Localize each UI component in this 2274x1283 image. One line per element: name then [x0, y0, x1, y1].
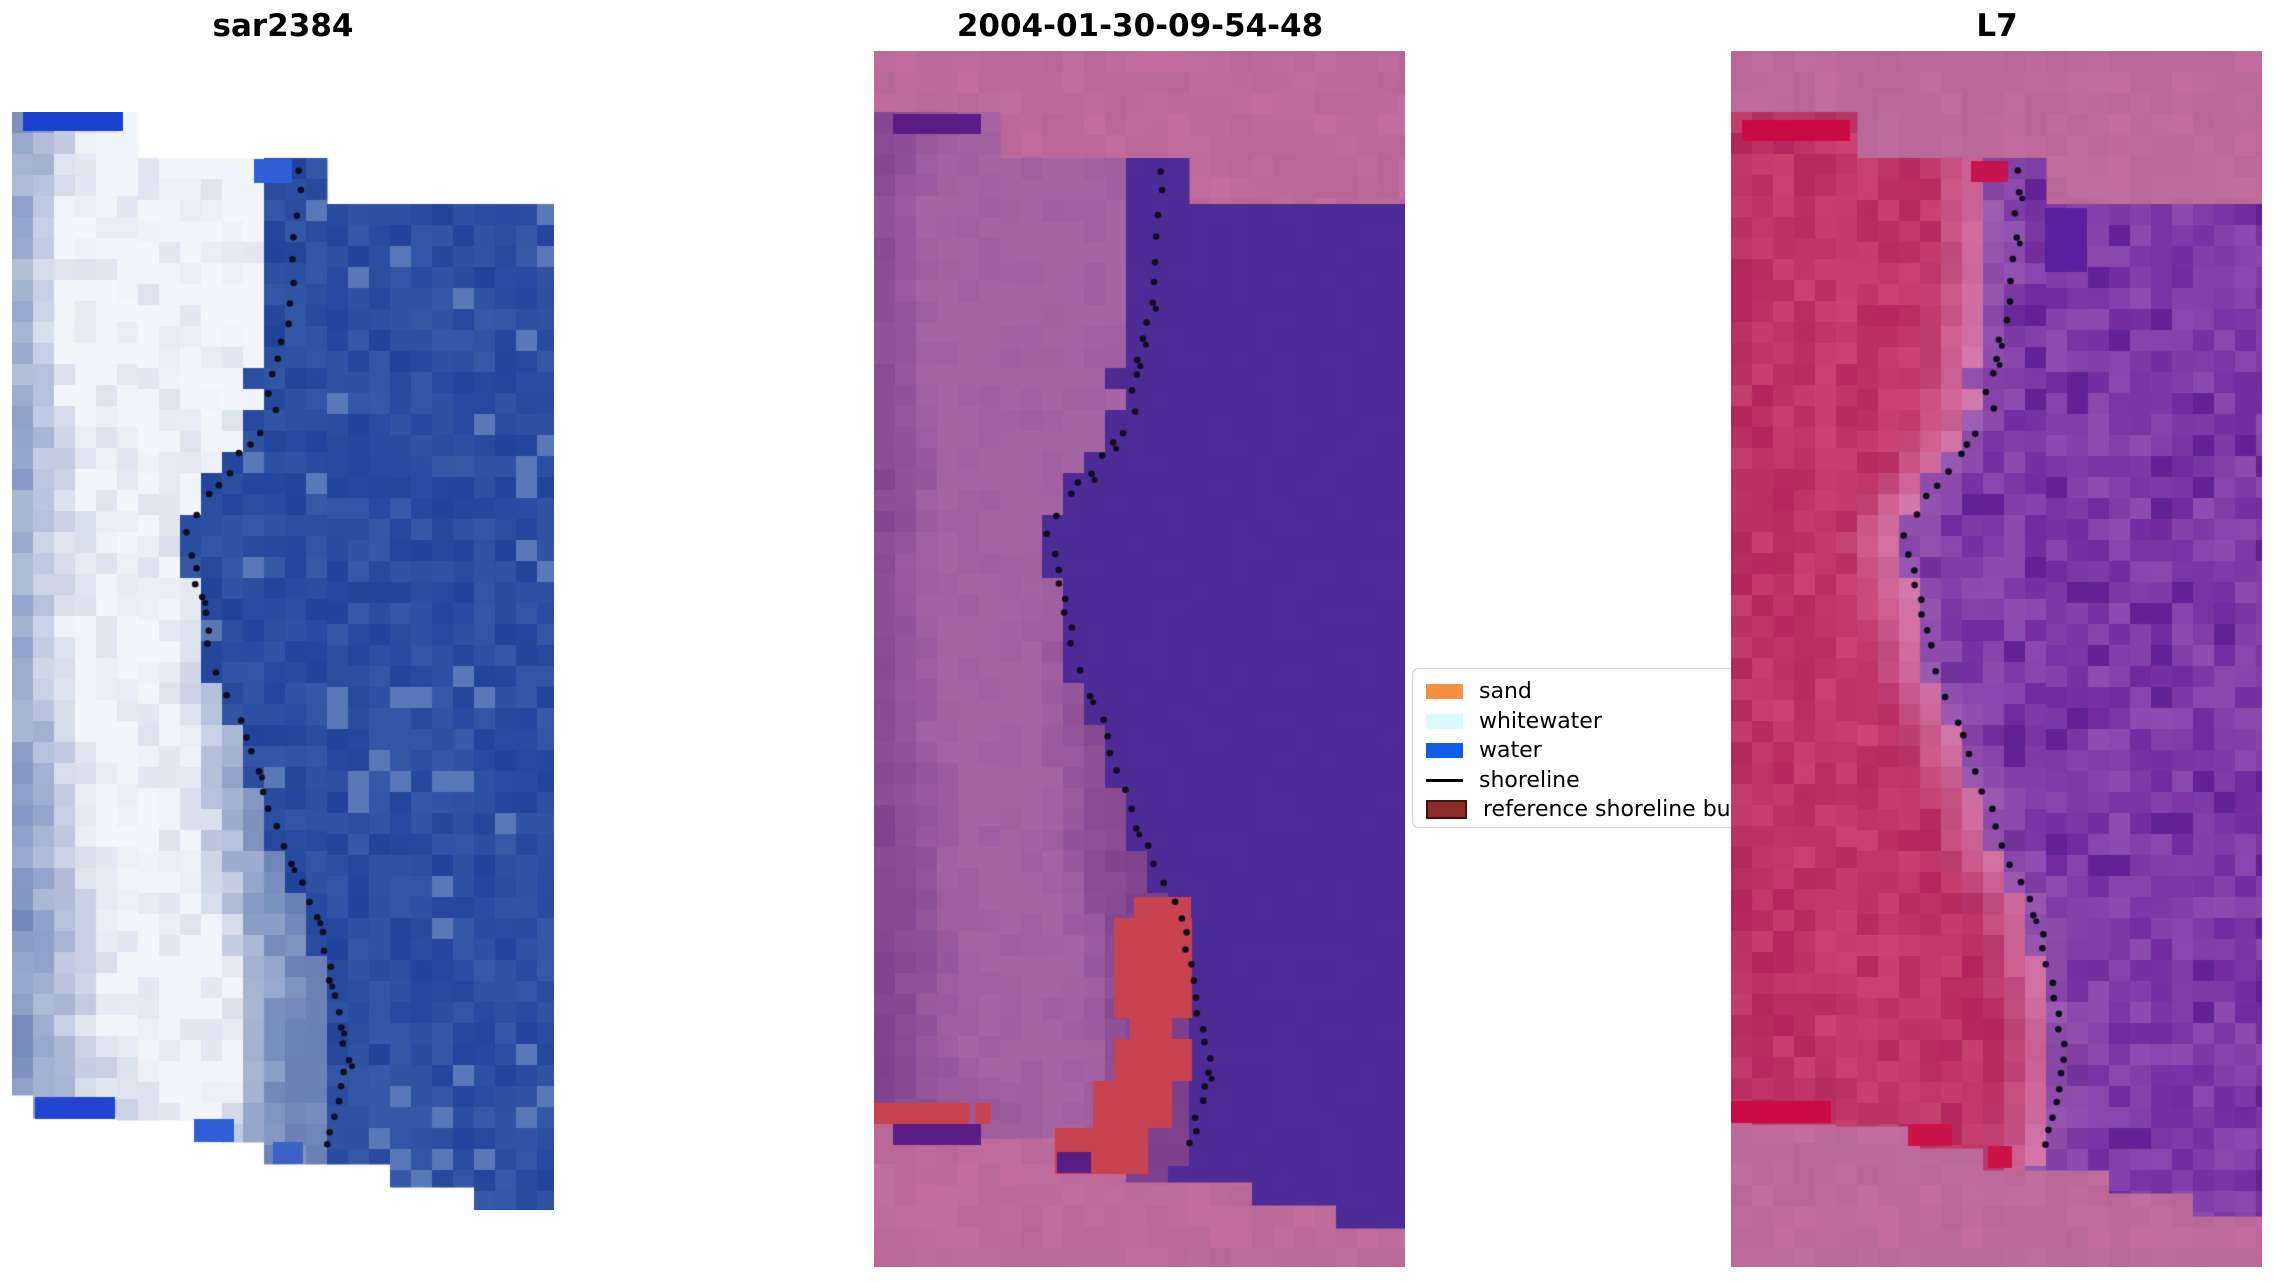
legend-label-water: water [1479, 738, 1542, 764]
panel-title-sar2384: sar2384 [212, 8, 354, 44]
legend-label-whitewater: whitewater [1479, 708, 1602, 734]
whitewater-swatch-icon [1426, 713, 1463, 729]
sand-swatch-icon [1426, 684, 1463, 700]
water-swatch-icon [1426, 743, 1463, 759]
legend-row-whitewater: whitewater [1426, 707, 1753, 737]
reference-buffer-swatch-icon [1426, 800, 1467, 820]
legend-label-reference-buffer: reference shoreline buffer [1483, 797, 1769, 823]
shoreline-line-icon [1426, 778, 1463, 782]
panel-title-date: 2004-01-30-09-54-48 [956, 8, 1324, 44]
panel-title-l7: L7 [1976, 8, 2018, 44]
legend-label-shoreline: shoreline [1479, 767, 1580, 793]
legend-box: sand whitewater water shoreline referenc… [1412, 668, 1768, 828]
sar2384-image-panel [12, 112, 554, 1210]
l7-image-panel [1731, 51, 2262, 1267]
legend-row-shoreline: shoreline [1426, 766, 1753, 796]
legend-label-sand: sand [1479, 679, 1532, 705]
classified-image-panel [874, 51, 1405, 1267]
legend-row-sand: sand [1426, 677, 1753, 707]
legend-row-reference-buffer: reference shoreline buffer [1426, 795, 1768, 825]
legend-row-water: water [1426, 736, 1753, 766]
